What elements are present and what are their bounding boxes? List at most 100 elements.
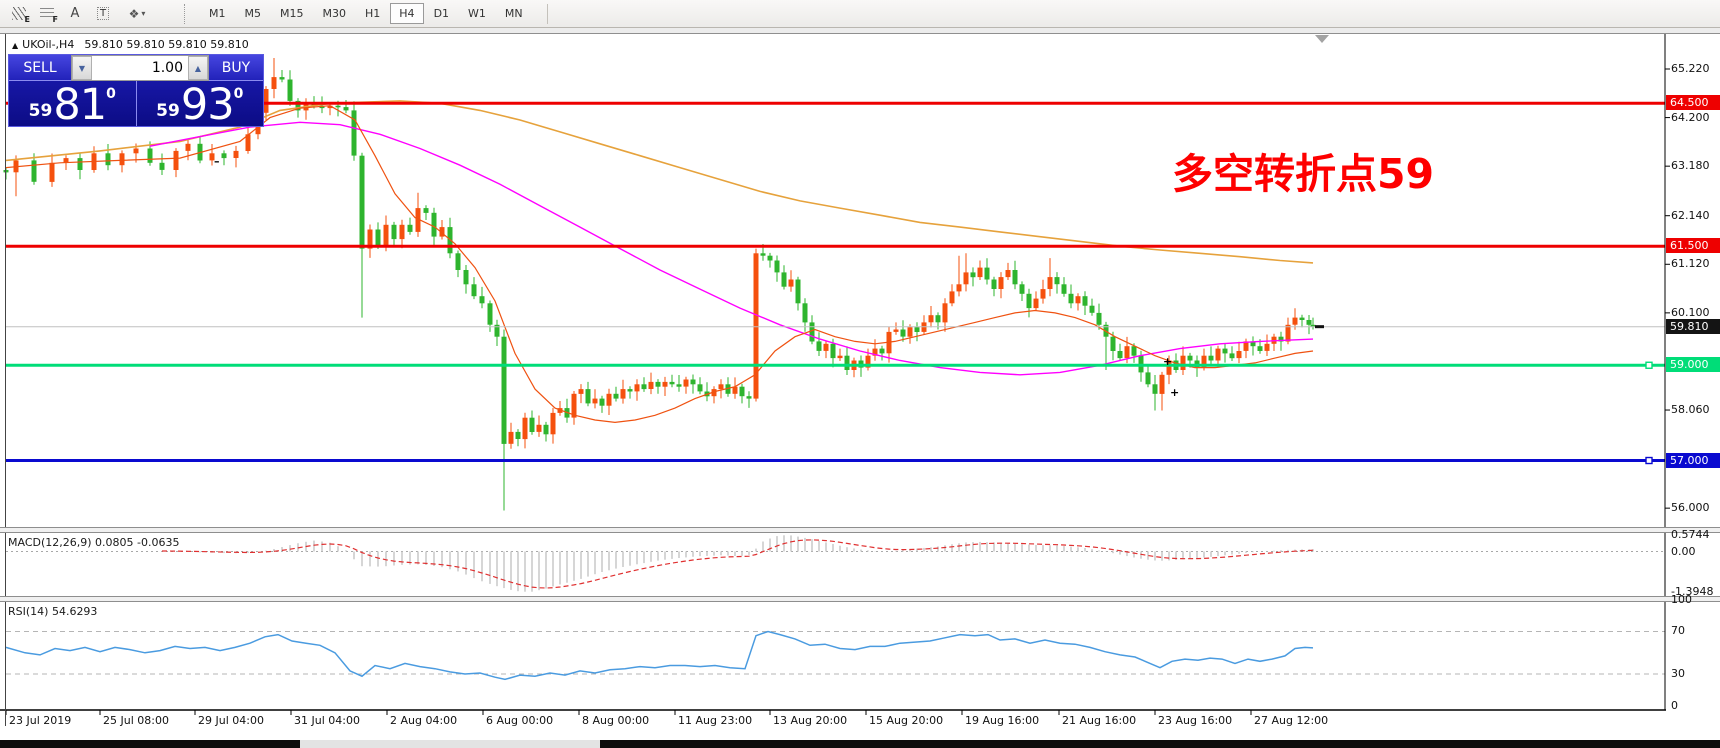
date-tick-label: 23 Jul 2019 bbox=[9, 714, 72, 727]
price-level-badge: 61.500 bbox=[1666, 238, 1720, 254]
candle-body bbox=[245, 134, 251, 151]
candle-body bbox=[1310, 324, 1316, 327]
candle-body bbox=[77, 158, 83, 170]
timeframe-m30-button[interactable]: M30 bbox=[322, 7, 347, 20]
candle-body bbox=[515, 431, 521, 439]
timeframe-m5-button[interactable]: M5 bbox=[244, 7, 262, 20]
timeframe-d1-button[interactable]: D1 bbox=[433, 7, 450, 20]
price-level-badge: 57.000 bbox=[1666, 452, 1720, 468]
chart-shift-marker-icon[interactable] bbox=[1315, 35, 1329, 43]
candle-body bbox=[900, 329, 906, 337]
volume-increase-button[interactable]: ▲ bbox=[188, 56, 208, 80]
volume-stepper: ▼ ▲ bbox=[71, 55, 209, 81]
candle-body bbox=[865, 355, 871, 368]
macd-pane-separator[interactable] bbox=[0, 527, 1720, 533]
candle-body bbox=[753, 253, 759, 399]
candle-body bbox=[655, 381, 661, 387]
candle-body bbox=[1250, 341, 1256, 347]
toolbar-separator bbox=[546, 3, 549, 24]
candle-body bbox=[359, 155, 365, 249]
volume-input[interactable] bbox=[92, 56, 188, 80]
candle-body bbox=[949, 291, 955, 304]
text-label-icon[interactable]: A bbox=[70, 6, 80, 21]
candle-body bbox=[683, 379, 689, 387]
candle-body bbox=[1159, 374, 1165, 394]
candle-body bbox=[774, 260, 780, 273]
elliott-channel-icon[interactable]: E bbox=[6, 3, 32, 25]
candle-body bbox=[351, 110, 357, 156]
candle-body bbox=[627, 389, 633, 392]
chevron-down-icon[interactable]: ▾ bbox=[141, 9, 146, 18]
chart-annotation-text: 多空转折点59 bbox=[1172, 150, 1435, 198]
candle-body bbox=[956, 284, 962, 292]
candle-body bbox=[907, 327, 913, 337]
rsi-indicator-label: RSI(14) 54.6293 bbox=[8, 605, 98, 618]
candle-body bbox=[119, 153, 125, 166]
candle-body bbox=[1061, 284, 1067, 294]
candle-body bbox=[1124, 346, 1130, 359]
macd-level-label: 0.00 bbox=[1671, 544, 1696, 558]
timeframe-m1-button[interactable]: M1 bbox=[209, 7, 226, 20]
price-tick-label: 56.000 bbox=[1671, 501, 1710, 515]
buy-button[interactable]: BUY bbox=[209, 55, 263, 81]
candle-body bbox=[49, 162, 55, 182]
candle-body bbox=[233, 150, 239, 158]
fibonacci-icon[interactable]: F bbox=[34, 3, 60, 25]
ohlc-values: 59.810 59.810 59.810 59.810 bbox=[84, 38, 249, 51]
collapse-arrow-icon[interactable]: ▲ bbox=[12, 41, 19, 50]
text-box-icon[interactable]: T bbox=[90, 3, 116, 25]
rsi-pane-separator[interactable] bbox=[0, 596, 1720, 602]
candle-body bbox=[1131, 346, 1137, 356]
timeframe-mn-button[interactable]: MN bbox=[504, 7, 523, 20]
buy-price[interactable]: 59 93 0 bbox=[156, 79, 244, 130]
sell-price[interactable]: 59 81 0 bbox=[9, 81, 137, 126]
candle-body bbox=[536, 424, 542, 432]
hline-handle[interactable] bbox=[1645, 456, 1653, 465]
arrow-objects-icon[interactable]: ❖ ▾ bbox=[128, 6, 146, 21]
candle-body bbox=[327, 105, 333, 109]
rsi-line bbox=[5, 630, 1314, 681]
bottom-window-strip bbox=[300, 740, 600, 748]
candle-body bbox=[367, 229, 373, 249]
candle-body bbox=[1117, 351, 1123, 359]
candle-body bbox=[529, 417, 535, 432]
candle-body bbox=[423, 208, 429, 213]
candle-body bbox=[1229, 353, 1235, 359]
timeframe-m15-button[interactable]: M15 bbox=[280, 7, 304, 20]
candle-body bbox=[767, 255, 773, 261]
volume-decrease-button[interactable]: ▼ bbox=[72, 56, 92, 80]
object-anchor-marker: – bbox=[214, 155, 220, 168]
candle-body bbox=[1166, 360, 1172, 375]
candle-body bbox=[571, 393, 577, 418]
price-level-badge: 59.810 bbox=[1666, 318, 1720, 334]
candle-body bbox=[508, 431, 514, 444]
price-level-badge: 64.500 bbox=[1666, 95, 1720, 111]
bottom-window-strip bbox=[0, 740, 300, 748]
candle-body bbox=[998, 277, 1004, 289]
timeframe-h1-button[interactable]: H1 bbox=[365, 7, 381, 20]
candle-body bbox=[1068, 293, 1074, 304]
candle-body bbox=[641, 384, 647, 390]
candle-body bbox=[1201, 355, 1207, 368]
hline-handle[interactable] bbox=[1645, 361, 1653, 369]
candle-body bbox=[105, 153, 111, 166]
candle-body bbox=[1278, 336, 1284, 342]
timeframe-h4-button[interactable]: H4 bbox=[390, 3, 424, 24]
candle-body bbox=[494, 324, 500, 337]
candle-body bbox=[439, 227, 445, 237]
macd-signal-line bbox=[161, 539, 1314, 589]
candle-body bbox=[1033, 298, 1039, 309]
one-click-trade-panel: SELL ▼ ▲ BUY 59 81 0 59 93 0 bbox=[8, 54, 264, 127]
candle-body bbox=[914, 327, 920, 332]
chart-scrollbar[interactable] bbox=[0, 28, 1720, 34]
candle-body bbox=[1012, 270, 1018, 285]
timeframe-w1-button[interactable]: W1 bbox=[468, 7, 486, 20]
sell-button[interactable]: SELL bbox=[9, 55, 71, 81]
candle-body bbox=[1243, 341, 1249, 351]
ma-medium-magenta-line bbox=[149, 121, 1314, 376]
candle-body bbox=[823, 343, 829, 351]
candle-body bbox=[592, 398, 598, 404]
candle-body bbox=[1215, 348, 1221, 361]
candle-body bbox=[415, 208, 421, 232]
